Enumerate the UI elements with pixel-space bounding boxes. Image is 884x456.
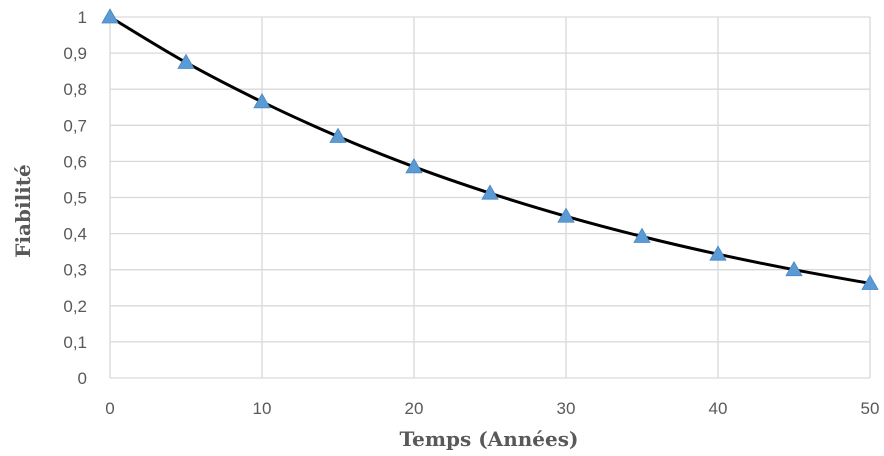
y-tick-label: 0 xyxy=(78,369,87,388)
triangle-marker xyxy=(557,207,575,223)
data-point-markers xyxy=(101,8,879,290)
x-tick-label: 0 xyxy=(105,399,114,418)
y-axis-title: Fiabilité xyxy=(11,164,35,258)
triangle-marker xyxy=(481,184,499,200)
y-tick-label: 0,8 xyxy=(63,80,87,99)
triangle-marker xyxy=(785,260,803,277)
triangle-marker xyxy=(861,274,879,290)
triangle-marker xyxy=(253,93,271,109)
triangle-marker xyxy=(101,8,119,24)
y-tick-label: 0,6 xyxy=(63,152,87,171)
reliability-curve xyxy=(109,15,871,285)
x-tick-label: 50 xyxy=(861,399,880,418)
y-tick-label: 0,9 xyxy=(63,44,87,63)
y-tick-label: 0,5 xyxy=(63,189,87,208)
y-tick-label: 0,4 xyxy=(63,225,87,244)
x-axis-title: Temps (Années) xyxy=(400,427,579,451)
y-tick-label: 0,3 xyxy=(63,261,87,280)
x-tick-label: 20 xyxy=(405,399,424,418)
y-tick-label: 0,7 xyxy=(63,116,87,135)
y-tick-label: 1 xyxy=(78,8,87,27)
x-tick-label: 30 xyxy=(557,399,576,418)
y-tick-labels: 0 0,1 0,2 0,3 0,4 0,5 0,6 0,7 0,8 0,9 1 xyxy=(63,8,87,388)
triangle-marker xyxy=(709,245,727,261)
y-tick-label: 0,2 xyxy=(63,297,87,316)
triangle-marker xyxy=(405,158,423,174)
x-tick-label: 10 xyxy=(253,399,272,418)
triangle-marker xyxy=(177,53,195,69)
x-tick-labels: 0 10 20 30 40 50 xyxy=(105,399,879,418)
triangle-marker xyxy=(329,127,347,143)
y-tick-label: 0,1 xyxy=(63,333,87,352)
x-tick-label: 40 xyxy=(709,399,728,418)
triangle-marker xyxy=(633,227,651,243)
